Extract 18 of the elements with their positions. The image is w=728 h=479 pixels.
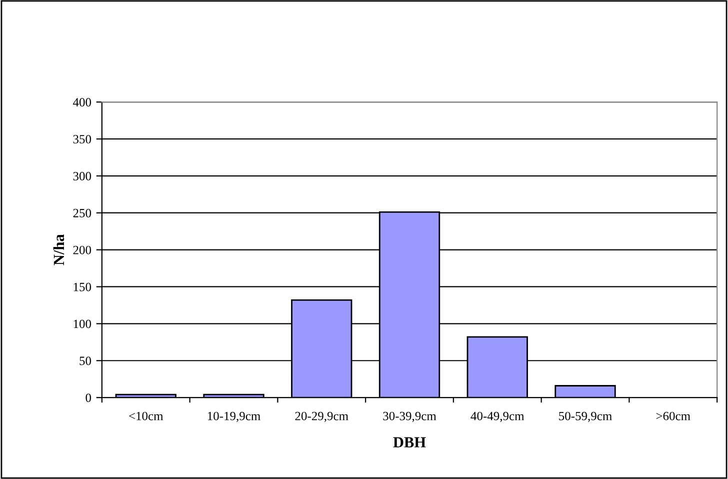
y-tick-label: 100 [74, 320, 92, 328]
y-tick-label: 350 [73, 134, 92, 144]
x-tick-label: >60cm [656, 412, 690, 420]
x-tick-label: 10-19,9cm [208, 412, 260, 422]
x-tick-label: 50-59,9cm [559, 412, 612, 422]
x-tick-label: 20-29,9cm [295, 412, 348, 422]
y-tick-label: 50 [80, 356, 92, 366]
y-tick-label: 0 [86, 394, 92, 402]
y-tick-label: 300 [73, 172, 92, 180]
y-tick-label: 250 [73, 208, 92, 218]
x-tick-label: <10cm [129, 412, 164, 420]
x-tick-label: 40-49,9cm [470, 412, 524, 422]
y-tick-label: 400 [72, 98, 92, 106]
y-axis-title: N/ha [53, 234, 64, 266]
x-tick-label: 30-39,9cm [383, 412, 436, 422]
y-tick-label: 200 [73, 246, 92, 254]
y-tick-label: 150 [74, 282, 92, 292]
x-axis-title: DBH [393, 437, 426, 448]
